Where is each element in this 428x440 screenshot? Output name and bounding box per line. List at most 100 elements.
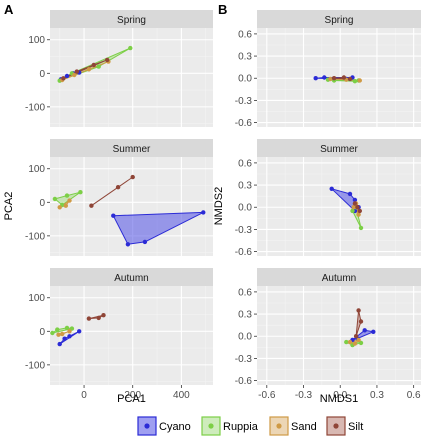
y-tick-label: -0.3	[235, 225, 253, 236]
y-tick-label: 0.6	[238, 287, 252, 298]
point-silt	[86, 316, 92, 321]
point-sand	[356, 337, 361, 343]
legend-key-point	[333, 423, 339, 429]
y-tick-label: -0.6	[235, 118, 253, 129]
gridlines	[50, 157, 213, 256]
point-silt	[91, 62, 97, 68]
y-tick-label: 0.3	[238, 52, 252, 63]
point-silt	[101, 313, 106, 318]
y-tick-label: 0.6	[238, 29, 252, 40]
point-cyano	[313, 76, 318, 81]
hulls	[52, 174, 206, 247]
legend-item-silt: Silt	[326, 416, 363, 436]
y-tick-label: 100	[28, 293, 45, 304]
point-sand	[60, 331, 65, 337]
x-tick-label: 0.3	[370, 390, 384, 401]
point-silt	[355, 205, 360, 210]
y-axis-ticks: -100 0 100	[25, 293, 50, 371]
x-tick-label: -0.6	[258, 390, 276, 401]
point-silt	[331, 76, 337, 81]
legend-label: Cyano	[159, 421, 191, 433]
point-silt	[358, 319, 364, 324]
facet-strip	[50, 139, 213, 157]
y-tick-label: 0.3	[238, 310, 252, 321]
y-tick-label: -100	[25, 360, 45, 371]
point-silt	[96, 315, 101, 321]
point-silt	[352, 201, 358, 206]
point-silt	[105, 57, 110, 63]
point-cyano	[352, 197, 358, 203]
point-cyano	[201, 210, 206, 215]
y-axis-title: PCA2	[3, 192, 15, 221]
hulls	[50, 313, 106, 347]
point-sand	[72, 72, 77, 78]
facet-title: Autumn	[114, 273, 148, 284]
facet-title: Spring	[117, 15, 146, 26]
facet-summer: Summer -0.6 -0.3 0.0 0.3 0.6	[235, 139, 421, 258]
point-cyano	[62, 336, 67, 341]
x-tick-label: 0.6	[407, 390, 421, 401]
point-cyano	[77, 329, 82, 334]
legend-key-point	[276, 423, 282, 429]
facet-title: Spring	[325, 15, 354, 26]
point-ruppia	[350, 208, 355, 214]
plot-area	[50, 286, 213, 385]
gridlines	[50, 28, 213, 127]
point-sand	[86, 67, 92, 72]
y-axis-ticks: -0.6 -0.3 0.0 0.3 0.6	[235, 158, 257, 258]
point-sand	[357, 78, 362, 83]
y-tick-label: -0.3	[235, 354, 253, 365]
facet-title: Summer	[113, 144, 151, 155]
x-axis-ticks: 0 200 400	[81, 385, 190, 401]
hulls	[344, 308, 376, 348]
point-cyano	[142, 239, 148, 245]
point-cyano	[329, 186, 334, 191]
gridlines	[257, 157, 421, 256]
y-tick-label: -0.3	[235, 96, 253, 107]
point-silt	[356, 308, 361, 313]
y-tick-label: 0.0	[238, 203, 252, 214]
y-axis-ticks: -100 0 100	[25, 164, 50, 242]
x-tick-label: 0	[81, 390, 87, 401]
y-tick-label: -0.6	[235, 376, 253, 387]
hulls	[329, 186, 364, 231]
x-axis-title: NMDS1	[320, 393, 359, 405]
y-tick-label: 0	[39, 327, 45, 338]
plot-area	[50, 28, 213, 127]
y-tick-label: 100	[28, 35, 45, 46]
point-silt	[89, 203, 94, 208]
point-silt	[74, 69, 80, 74]
point-cyano	[371, 329, 376, 334]
x-tick-label: 200	[124, 390, 141, 401]
point-sand	[356, 212, 361, 217]
point-sand	[351, 205, 356, 210]
nmds-panel: Spring -0.6 -0.3 0.0 0.3 0.6 Summer -0.6 -0.3…	[213, 10, 421, 405]
facet-autumn: Autumn -100 0 100	[25, 268, 213, 385]
point-silt	[347, 76, 353, 82]
x-tick-label: 400	[173, 390, 190, 401]
facet-strip	[257, 10, 421, 28]
point-ruppia	[352, 79, 358, 84]
x-tick-label: -0.3	[295, 390, 313, 401]
point-cyano	[64, 73, 70, 79]
panel-label-a: A	[4, 2, 14, 17]
point-silt	[357, 208, 362, 214]
point-silt	[353, 334, 359, 339]
gridlines	[257, 28, 421, 127]
point-ruppia	[64, 325, 70, 331]
x-axis-title: PCA1	[117, 393, 146, 405]
point-ruppia	[64, 193, 70, 198]
point-sand	[63, 203, 68, 208]
point-cyano	[347, 191, 353, 197]
y-axis-ticks: -100 0 100	[25, 35, 50, 113]
point-cyano	[57, 341, 62, 347]
plot-area	[257, 157, 421, 256]
facet-strip	[50, 10, 213, 28]
facet-summer: Summer -100 0 100	[25, 139, 213, 256]
y-tick-label: -100	[25, 102, 45, 113]
gridlines	[257, 286, 421, 385]
point-silt	[130, 174, 135, 180]
facet-spring: Spring -100 0 100	[25, 10, 213, 127]
point-ruppia	[50, 330, 55, 336]
hulls	[57, 45, 133, 83]
